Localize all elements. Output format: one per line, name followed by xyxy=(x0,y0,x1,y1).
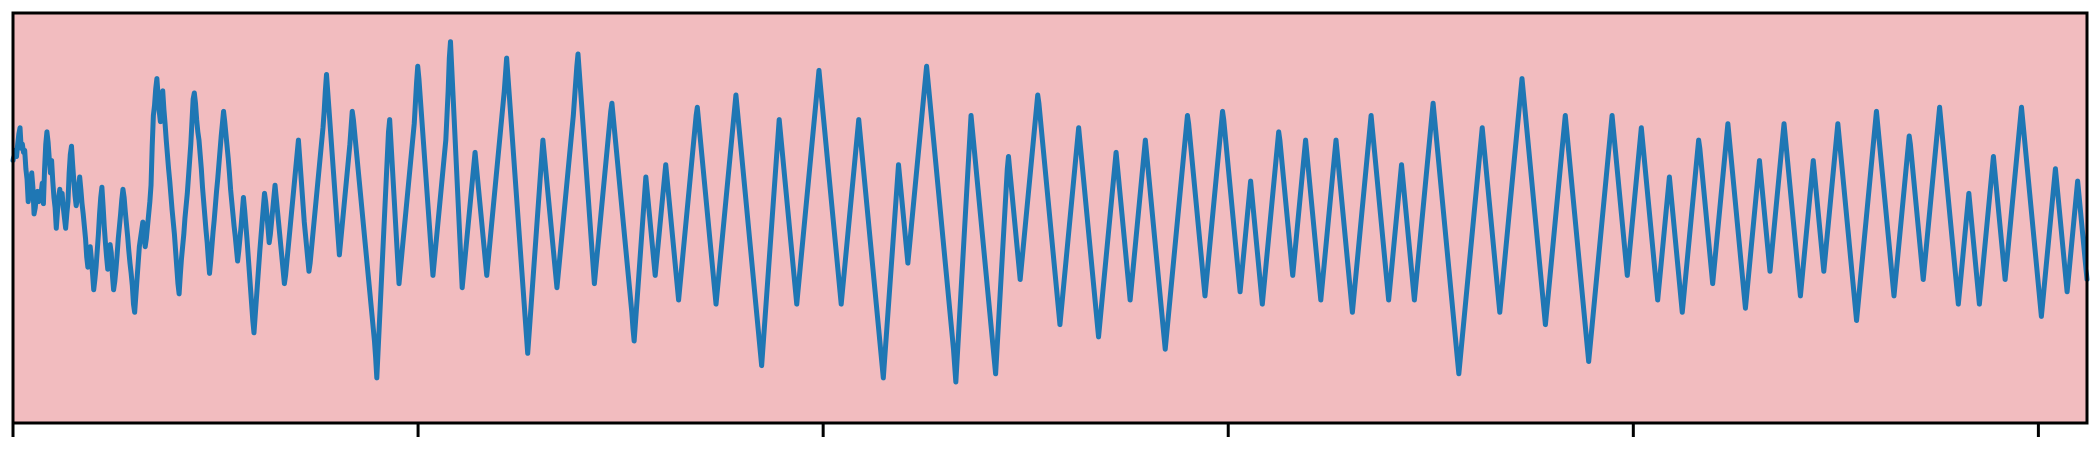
plot-frame xyxy=(11,11,2089,425)
x-axis-ticks xyxy=(11,423,2040,437)
series-layer xyxy=(10,39,2090,385)
series-line-0 xyxy=(10,39,2090,385)
